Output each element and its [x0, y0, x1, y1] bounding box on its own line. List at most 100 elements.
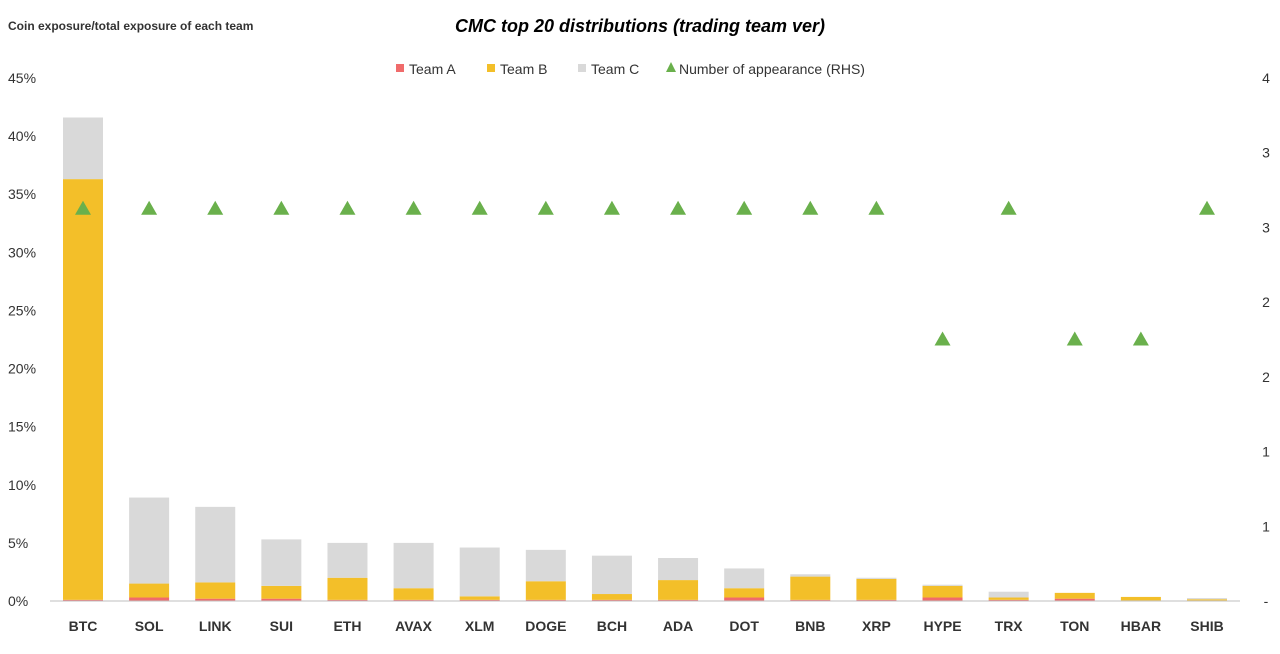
bar-team-a-xrp — [856, 599, 897, 601]
bar-team-a-ton — [1054, 598, 1095, 601]
bar-team-a-xlm — [459, 599, 500, 601]
legend-label: Team B — [500, 61, 547, 77]
bar-team-c-bch — [591, 555, 632, 595]
bar-team-a-trx — [988, 599, 1029, 601]
bar-team-c-shib — [1187, 598, 1227, 600]
appearance-marker-trx — [1000, 200, 1017, 215]
x-tick-label: HYPE — [923, 618, 961, 634]
bar-team-c-ada — [658, 557, 699, 581]
x-tick-label: SUI — [270, 618, 293, 634]
legend: Team A Team B Team C Number of appearance (… — [396, 61, 865, 77]
x-tick-label: ADA — [663, 618, 693, 634]
bar-team-b-btc — [63, 179, 103, 600]
x-tick-label: BTC — [69, 618, 98, 634]
appearance-marker-hbar — [1132, 331, 1149, 346]
x-tick-label: XRP — [862, 618, 891, 634]
chart-title: CMC top 20 distributions (trading team v… — [455, 16, 825, 36]
bar-team-c-bnb — [790, 574, 831, 577]
bar-team-b-sui — [261, 585, 302, 599]
y2-axis-ticks: - 1 1 2 2 3 3 4 — [1262, 70, 1270, 609]
legend-swatch — [396, 64, 404, 72]
bar-team-c-sui — [261, 539, 302, 586]
appearance-marker-sui — [273, 200, 290, 215]
y2-tick-label: 2 — [1262, 294, 1270, 310]
bar-team-b-ada — [658, 580, 699, 600]
appearance-marker-ada — [670, 200, 687, 215]
x-tick-label: SOL — [135, 618, 164, 634]
x-tick-label: SHIB — [1190, 618, 1223, 634]
y2-tick-label: - — [1264, 593, 1269, 609]
x-tick-label: BCH — [597, 618, 627, 634]
bar-team-a-ada — [658, 599, 699, 601]
bar-team-c-dot — [724, 568, 765, 589]
appearance-marker-link — [207, 200, 224, 215]
y-tick-label: 0% — [8, 593, 28, 609]
bar-team-c-doge — [525, 549, 566, 582]
bar-team-b-eth — [327, 577, 368, 600]
y-tick-label: 5% — [8, 535, 28, 551]
y2-tick-label: 4 — [1262, 70, 1270, 86]
bar-team-b-dot — [724, 588, 765, 598]
bar-team-a-btc — [63, 599, 103, 601]
y-tick-label: 35% — [8, 186, 36, 202]
bars — [63, 117, 1227, 601]
x-tick-label: TON — [1060, 618, 1089, 634]
appearance-marker-ton — [1066, 331, 1083, 346]
y-tick-label: 40% — [8, 128, 36, 144]
bar-team-b-trx — [988, 597, 1029, 600]
bar-team-a-sui — [261, 598, 302, 601]
appearance-marker-xrp — [868, 200, 885, 215]
y-axis-ticks: 0% 5% 10% 15% 20% 25% 30% 35% 40% 45% — [8, 70, 36, 609]
appearance-marker-avax — [405, 200, 422, 215]
bar-team-a-bnb — [790, 599, 831, 601]
bar-team-b-bnb — [790, 576, 831, 600]
bar-team-c-avax — [393, 542, 434, 589]
bar-team-b-avax — [393, 588, 434, 600]
y-tick-label: 15% — [8, 419, 36, 435]
y-axis-label: Coin exposure/total exposure of each tea… — [8, 19, 253, 33]
bar-team-b-hbar — [1120, 596, 1161, 601]
bar-team-b-bch — [591, 594, 632, 600]
bar-team-a-dot — [724, 597, 765, 601]
bar-team-b-link — [195, 582, 236, 599]
appearance-marker-btc — [75, 200, 91, 215]
bar-team-c-link — [195, 506, 236, 583]
bar-team-c-hype — [922, 584, 963, 586]
y-tick-label: 10% — [8, 477, 36, 493]
bar-team-a-link — [195, 598, 236, 601]
x-tick-label: HBAR — [1121, 618, 1161, 634]
appearance-marker-shib — [1199, 200, 1215, 215]
x-tick-label: BNB — [795, 618, 825, 634]
x-axis-labels: BTC SOL LINK SUI ETH AVAX XLM DOGE BCH ADA DOT BNB X… — [69, 618, 1224, 634]
appearance-marker-hype — [934, 331, 951, 346]
appearance-marker-dot — [736, 200, 753, 215]
appearance-marker-eth — [339, 200, 356, 215]
y2-tick-label: 3 — [1262, 219, 1270, 235]
x-tick-label: XLM — [465, 618, 495, 634]
y2-tick-label: 2 — [1262, 369, 1270, 385]
y-tick-label: 45% — [8, 70, 36, 86]
x-tick-label: DOT — [729, 618, 759, 634]
bar-team-c-sol — [129, 497, 170, 584]
y2-tick-label: 1 — [1262, 518, 1270, 534]
legend-swatch — [578, 64, 586, 72]
y2-tick-label: 1 — [1262, 444, 1270, 460]
y-tick-label: 20% — [8, 361, 36, 377]
bar-team-a-doge — [525, 599, 566, 601]
bar-team-a-avax — [393, 599, 434, 601]
x-tick-label: ETH — [333, 618, 361, 634]
legend-label: Number of appearance (RHS) — [679, 61, 865, 77]
bar-team-a-hype — [922, 597, 963, 601]
x-tick-label: DOGE — [525, 618, 566, 634]
appearance-marker-xlm — [471, 200, 488, 215]
bar-team-b-shib — [1187, 599, 1227, 601]
bar-team-c-eth — [327, 542, 368, 578]
bar-team-c-trx — [988, 591, 1029, 598]
legend-swatch — [666, 62, 676, 72]
appearance-marker-bnb — [802, 200, 819, 215]
bar-team-a-bch — [591, 599, 632, 601]
appearance-marker-sol — [141, 200, 158, 215]
bar-team-b-xlm — [459, 596, 500, 600]
legend-swatch — [487, 64, 495, 72]
